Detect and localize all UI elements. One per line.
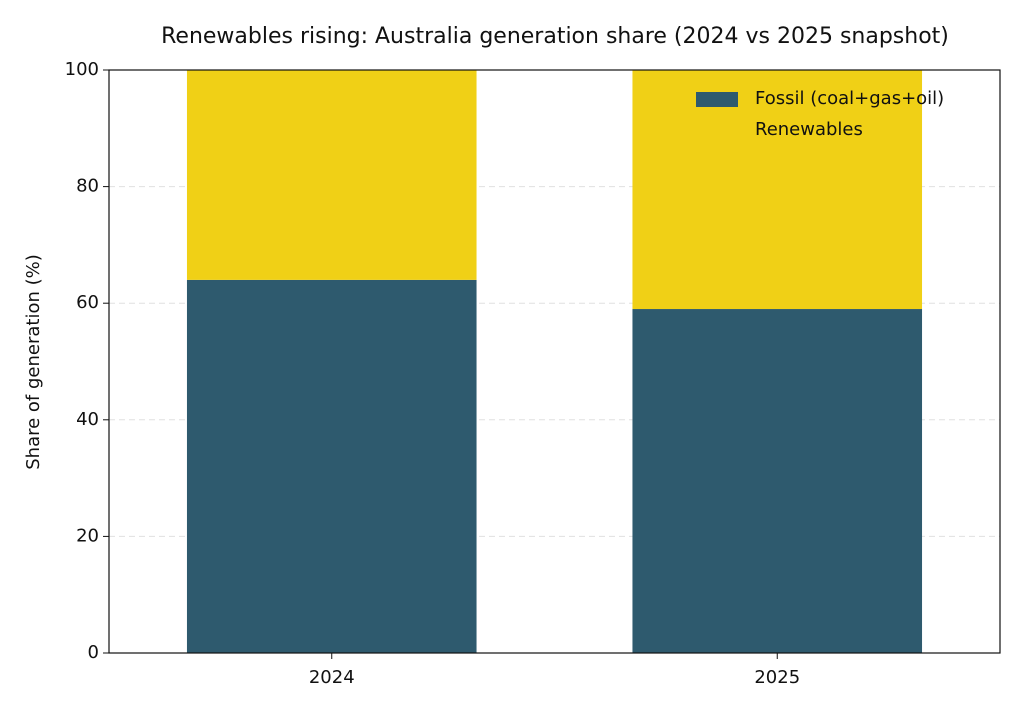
bar-segment (186, 279, 477, 653)
bar-segment (632, 309, 923, 653)
y-tick-label: 20 (76, 525, 99, 546)
plot-frame (108, 69, 1001, 654)
bar-segment (632, 70, 923, 310)
x-tick-label: 2024 (309, 667, 355, 688)
y-tick-label: 60 (76, 292, 99, 313)
y-tick-label: 40 (76, 409, 99, 430)
chart-title: Renewables rising: Australia generation … (161, 24, 949, 49)
y-tick-label: 100 (65, 59, 99, 80)
y-axis-label: Share of generation (%) (23, 254, 44, 470)
bar-segment (186, 70, 477, 280)
legend-label: Renewables (755, 119, 863, 140)
legend-swatch (696, 123, 738, 138)
legend-swatch (696, 92, 738, 107)
y-tick-label: 0 (88, 642, 99, 663)
legend-label: Fossil (coal+gas+oil) (755, 88, 944, 109)
x-tick-label: 2025 (754, 667, 800, 688)
y-tick-label: 80 (76, 176, 99, 197)
